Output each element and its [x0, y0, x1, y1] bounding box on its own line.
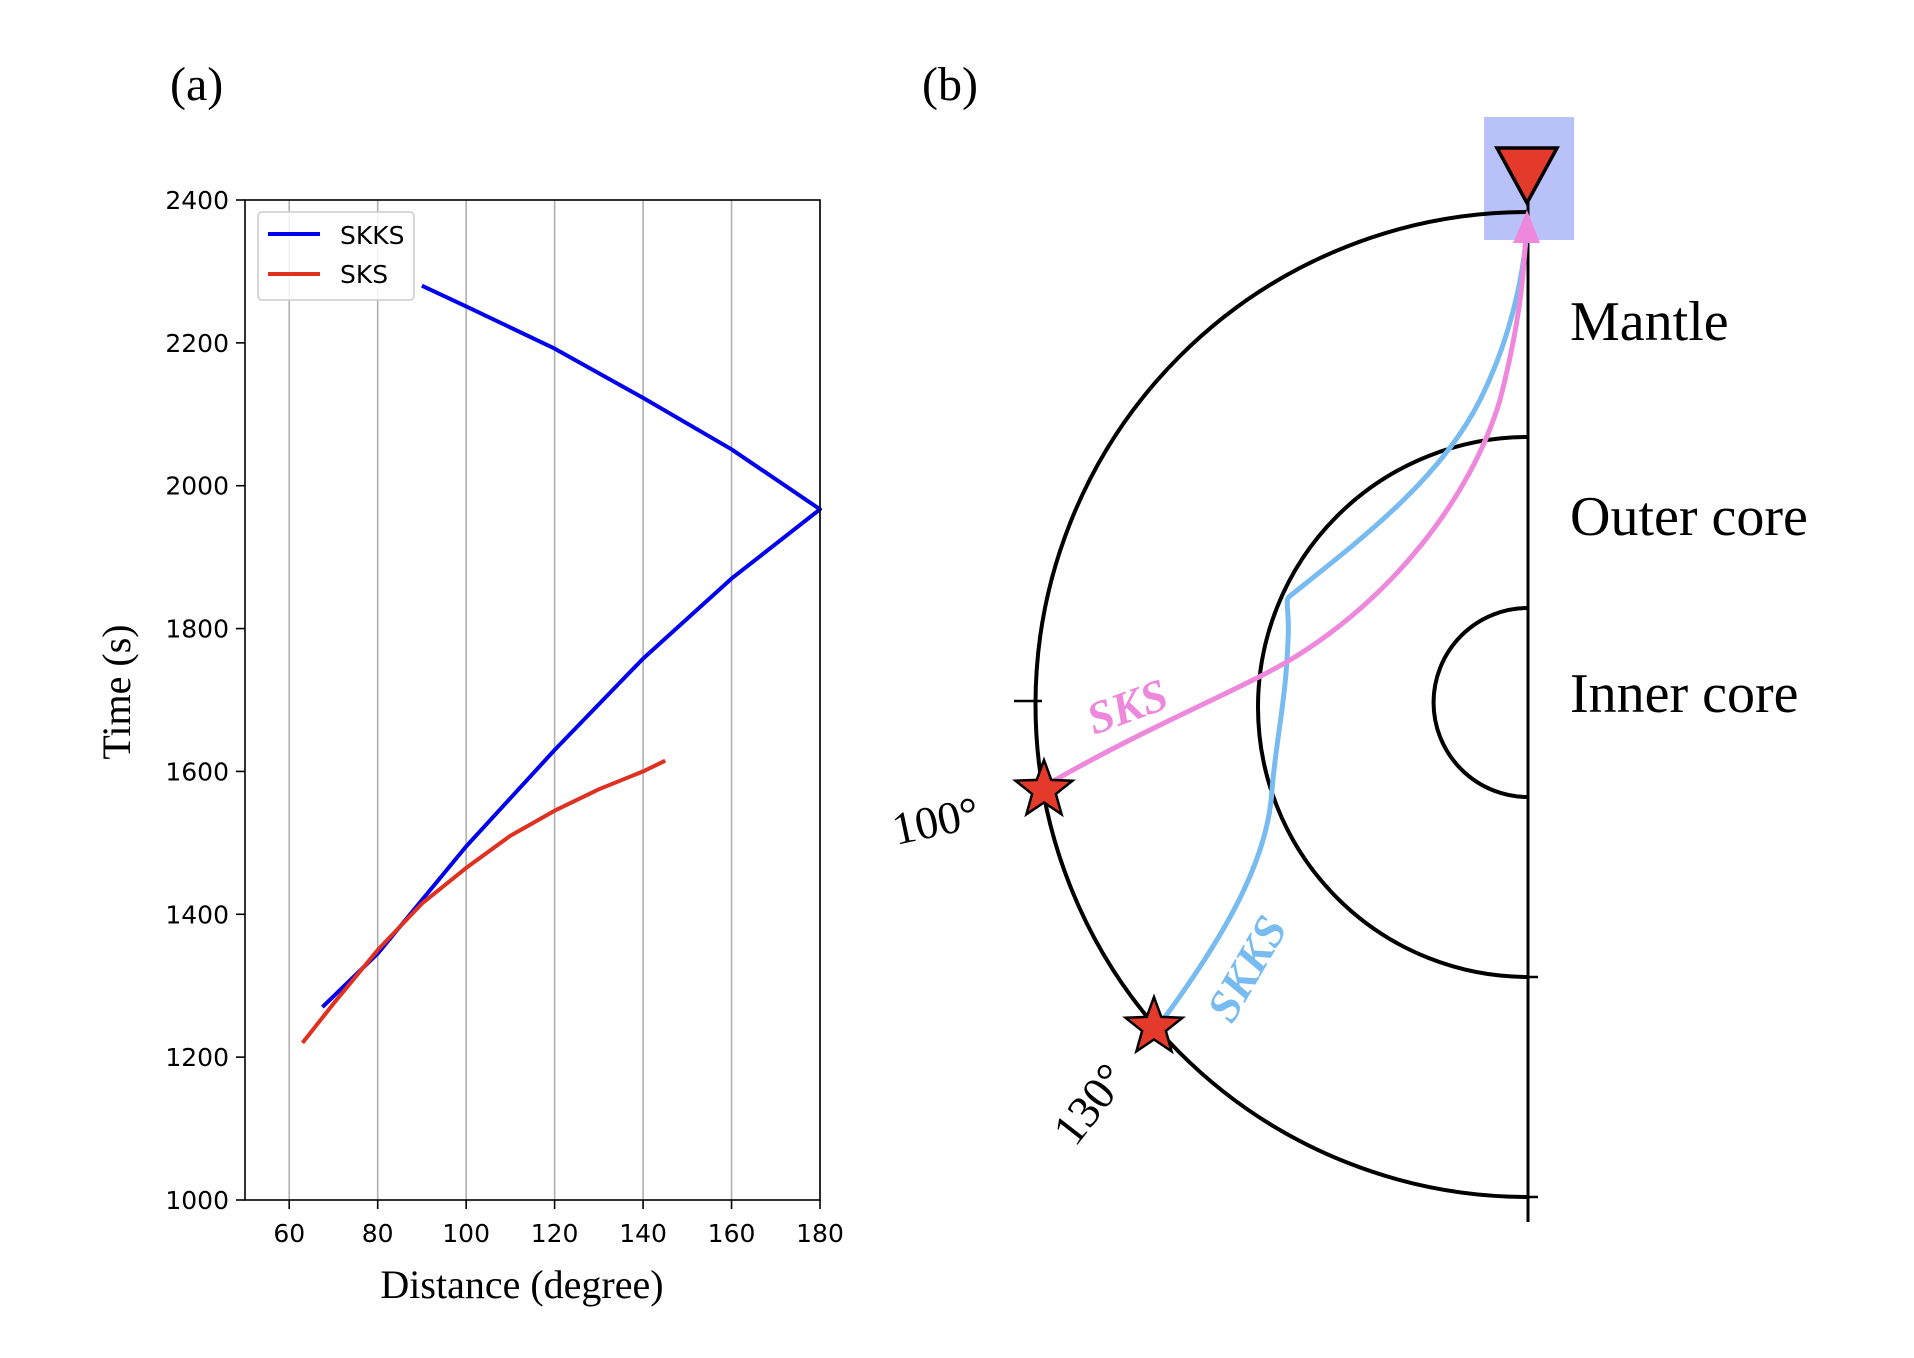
core-mantle-boundary: [1256, 435, 1529, 979]
x-tick-label: 60: [273, 1219, 305, 1248]
series-line-skks: [321, 283, 822, 1009]
x-axis-label: Distance (degree): [380, 1262, 663, 1307]
y-tick-label: 2000: [165, 472, 229, 501]
distance-label-130: 130°: [1043, 1054, 1137, 1154]
star-icon: [1012, 756, 1076, 818]
y-tick-label: 1800: [165, 615, 229, 644]
legend-label-skks: SKKS: [340, 221, 405, 250]
x-tick-label: 180: [796, 1219, 844, 1248]
x-tick-label: 100: [442, 1219, 490, 1248]
y-tick-label: 1400: [165, 900, 229, 929]
panel-b-label: (b): [922, 58, 978, 111]
sks-ray-label: SKS: [1080, 668, 1174, 744]
x-tick-label: 140: [619, 1219, 667, 1248]
skks-ray-path: [1162, 239, 1529, 1019]
y-tick-label: 1200: [165, 1043, 229, 1072]
panel-a-label: (a): [170, 58, 223, 111]
y-tick-label: 2400: [165, 186, 229, 215]
legend: SKKS SKS: [257, 211, 415, 301]
mantle-label: Mantle: [1570, 291, 1729, 353]
series-lines: [300, 283, 822, 1045]
y-tick-label: 1600: [165, 757, 229, 786]
x-tick-label: 160: [708, 1219, 756, 1248]
sks-ray-path: [1043, 229, 1529, 789]
distance-label-100: 100°: [887, 787, 983, 855]
x-tick-label: 80: [362, 1219, 394, 1248]
series-line-sks: [300, 758, 667, 1045]
legend-label-sks: SKS: [340, 260, 388, 289]
triangle-down-icon: [1494, 146, 1560, 207]
earth-cross-section: SKS SKKS 100° 130° Mantle Outer core Inn…: [887, 117, 1808, 1222]
travel-time-chart: 60 80 100 120 140 160 180 1000 1200 1400 1600 1800…: [94, 186, 844, 1307]
y-axis-label: Time (s): [94, 624, 139, 759]
x-tick-label: 120: [531, 1219, 579, 1248]
y-tick-label: 2200: [165, 329, 229, 358]
star-icon: [1122, 993, 1186, 1055]
earth-surface-outline: [1033, 210, 1529, 1199]
skks-ray-label: SKKS: [1196, 907, 1296, 1030]
x-axis-ticks: 60 80 100 120 140 160 180: [273, 1200, 844, 1248]
y-tick-label: 1000: [165, 1186, 229, 1215]
y-axis-ticks: 1000 1200 1400 1600 1800 2000 2200 2400: [165, 186, 245, 1215]
inner-core-label: Inner core: [1570, 663, 1799, 725]
inner-core-boundary: [1431, 606, 1529, 799]
outer-core-label: Outer core: [1570, 486, 1808, 548]
ray-arrowhead: [1513, 210, 1540, 243]
plot-frame: [244, 199, 821, 1201]
